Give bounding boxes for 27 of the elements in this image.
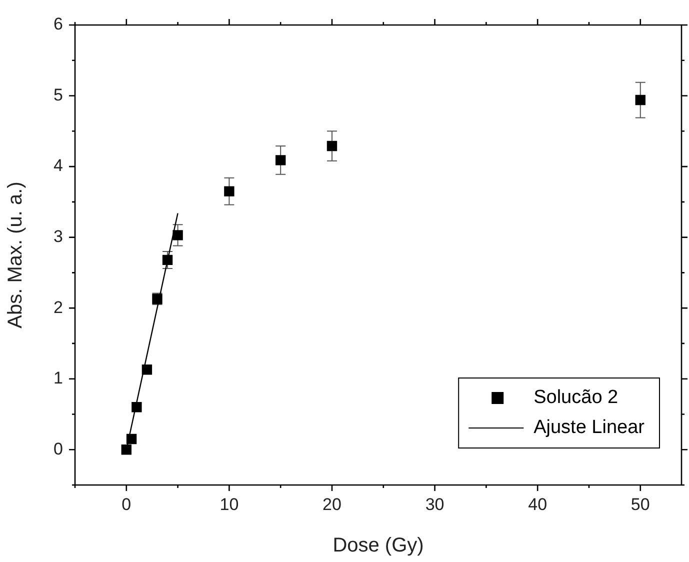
point xyxy=(275,155,286,166)
y-tick-label: 4 xyxy=(54,156,63,176)
y-tick-label: 1 xyxy=(54,368,63,388)
point xyxy=(132,402,142,412)
point xyxy=(126,434,137,444)
point xyxy=(224,186,234,196)
x-tick-label: 0 xyxy=(122,494,132,514)
x-tick-label: 50 xyxy=(630,494,650,514)
y-tick-label: 0 xyxy=(54,439,63,458)
point xyxy=(162,254,173,266)
y-tick-label: 5 xyxy=(54,85,63,104)
x-tick-label: 30 xyxy=(425,494,444,514)
x-tick-label: 20 xyxy=(322,494,342,514)
point xyxy=(142,364,152,375)
y-tick-label: 3 xyxy=(54,226,63,246)
point xyxy=(172,230,183,240)
y-axis-title: Abs. Max. (u. a.) xyxy=(4,182,27,328)
y-tick-label: 2 xyxy=(54,298,63,317)
y-tick-label: 6 xyxy=(54,14,63,34)
legend-label: Solucão 2 xyxy=(534,387,618,408)
x-tick-label: 10 xyxy=(220,494,239,514)
x-tick-label: 40 xyxy=(528,494,548,514)
x-axis-title: Dose (Gy) xyxy=(332,534,424,557)
point xyxy=(326,140,338,152)
legend-label: Ajuste Linear xyxy=(534,417,646,438)
point xyxy=(635,94,646,106)
point xyxy=(121,444,132,455)
